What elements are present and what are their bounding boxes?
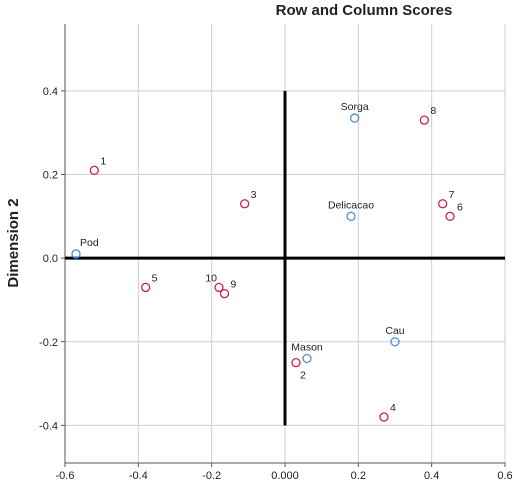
point-label-0-6: 7 [449, 189, 455, 201]
y-tick-label-4: -0.4 [39, 420, 58, 432]
y-axis-ticks: 0.4 0.2 0.0 -0.2 -0.4 [39, 86, 65, 432]
x-tick-label-1: -0.4 [129, 470, 148, 481]
point-marker-1-1 [350, 113, 360, 123]
point-marker-1-2 [346, 211, 356, 221]
x-tick-label-4: 0.2 [351, 470, 366, 481]
zero-reference-lines [65, 90, 505, 426]
y-tick-label-1: 0.2 [43, 170, 58, 182]
y-tick-label-3: -0.2 [39, 337, 58, 349]
y-tick-label-2: 0.0 [43, 253, 58, 265]
point-label-1-0: Pod [80, 237, 99, 249]
x-tick-label-2: -0.2 [202, 470, 221, 481]
point-marker-0-0 [89, 165, 99, 175]
point-marker-0-1 [291, 358, 301, 368]
point-label-0-7: 8 [430, 105, 436, 117]
x-axis-ticks: -0.6 -0.4 -0.2 0.000 0.2 0.4 0.6 [56, 463, 513, 481]
point-marker-0-7 [419, 115, 429, 125]
point-marker-0-4 [141, 282, 151, 293]
point-label-1-3: Mason [291, 341, 323, 353]
point-label-0-4: 5 [152, 272, 158, 284]
point-marker-0-8 [219, 289, 230, 299]
point-label-1-4: Cau [385, 325, 404, 337]
point-marker-0-2 [240, 199, 250, 209]
point-label-0-9: 10 [205, 272, 217, 284]
x-tick-label-5: 0.4 [424, 470, 439, 481]
x-tick-label-3: 0.000 [271, 470, 299, 481]
point-label-0-1: 2 [300, 370, 306, 382]
point-label-0-3: 4 [390, 402, 396, 414]
chart-title: Row and Column Scores [276, 2, 453, 19]
data-points: 1 2 3 4 5 67 8 9 10 Pod Sorga Delicacao Mason Cau [71, 101, 463, 422]
point-label-0-2: 3 [251, 189, 257, 201]
point-marker-0-9 [214, 282, 224, 293]
y-axis-label: Dimension 2 [5, 198, 22, 287]
point-label-1-2: Delicacao [328, 199, 374, 211]
x-tick-label-0: -0.6 [56, 470, 75, 481]
point-label-0-5: 6 [457, 201, 463, 213]
point-marker-0-3 [379, 412, 389, 422]
point-marker-0-6 [438, 199, 448, 209]
point-marker-0-5 [445, 211, 455, 221]
point-marker-1-3 [302, 353, 312, 364]
point-marker-1-0 [71, 249, 81, 259]
point-label-0-0: 1 [100, 155, 106, 167]
point-label-0-8: 9 [231, 279, 237, 291]
y-tick-label-0: 0.4 [43, 86, 58, 98]
point-label-1-1: Sorga [341, 101, 369, 113]
x-tick-label-6: 0.6 [497, 470, 512, 481]
point-marker-1-4 [390, 337, 400, 347]
